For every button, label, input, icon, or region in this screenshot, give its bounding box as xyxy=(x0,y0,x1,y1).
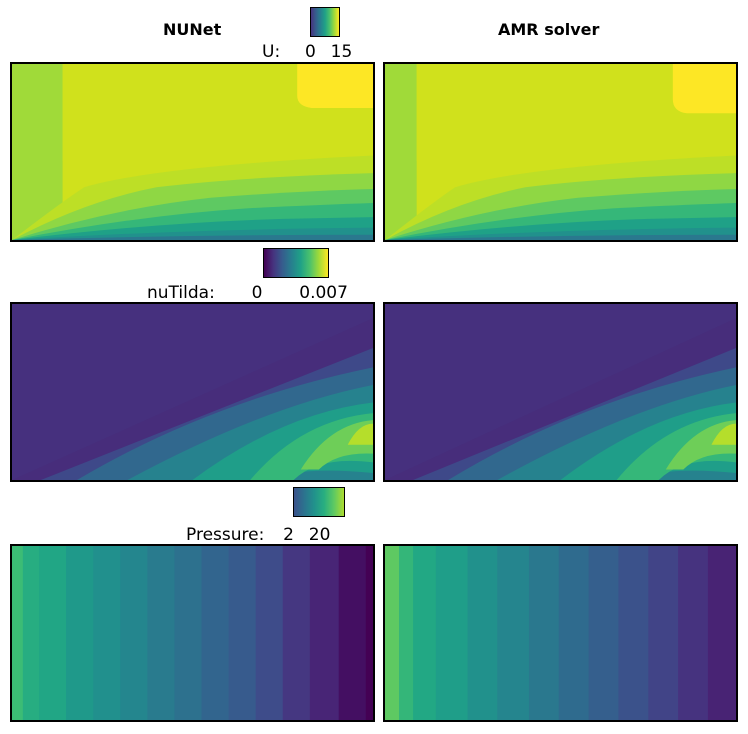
pressure-band xyxy=(255,546,284,720)
panel-nutilda-amr xyxy=(383,302,738,482)
panel-pressure-nunet xyxy=(10,544,375,722)
pressure-band xyxy=(201,546,230,720)
colorbar-pressure-max: 20 xyxy=(308,525,331,545)
contour-u-amr xyxy=(385,64,736,240)
pressure-band xyxy=(497,546,530,720)
colorbar-pressure xyxy=(293,487,345,517)
pressure-band xyxy=(147,546,176,720)
pressure-band xyxy=(435,546,469,720)
pressure-band xyxy=(385,546,401,720)
panel-pressure-amr xyxy=(383,544,738,722)
pressure-band xyxy=(66,546,95,720)
pressure-band xyxy=(413,546,437,720)
pressure-band xyxy=(558,546,590,720)
pressure-band xyxy=(93,546,122,720)
pressure-band xyxy=(174,546,203,720)
header-amr-solver: AMR solver xyxy=(498,20,600,39)
colorbar-u-title: U: xyxy=(262,42,281,62)
pressure-band xyxy=(618,546,650,720)
pressure-band xyxy=(365,546,373,720)
pressure-band xyxy=(228,546,257,720)
pressure-band xyxy=(707,546,736,720)
colorbar-u xyxy=(310,7,340,37)
pressure-band xyxy=(399,546,415,720)
panel-nutilda-nunet xyxy=(10,302,375,482)
colorbar-nutilda xyxy=(263,248,329,278)
pressure-band xyxy=(39,546,68,720)
colorbar-nutilda-min: 0 xyxy=(251,283,263,303)
colorbar-u-min: 0 xyxy=(304,42,316,62)
colorbar-nutilda-max: 0.007 xyxy=(299,283,348,303)
colorbar-nutilda-title: nuTilda: xyxy=(147,283,215,303)
contour-nutilda-amr xyxy=(385,304,736,480)
header-nunet: NUNet xyxy=(163,20,222,39)
contour-pressure-nunet xyxy=(12,546,373,720)
pressure-band xyxy=(12,546,24,720)
colorbar-u-label: U: 0 15 xyxy=(262,42,352,62)
contour-u-nunet xyxy=(12,64,373,240)
pressure-band xyxy=(528,546,560,720)
colorbar-pressure-label: Pressure: 2 20 xyxy=(186,525,330,545)
pressure-band xyxy=(648,546,680,720)
pressure-band xyxy=(282,546,311,720)
contour-nutilda-nunet xyxy=(12,304,373,480)
pressure-band xyxy=(22,546,41,720)
colorbar-nutilda-label: nuTilda: 0 0.007 xyxy=(147,283,348,303)
pressure-band xyxy=(678,546,709,720)
colorbar-pressure-title: Pressure: xyxy=(186,525,265,545)
pressure-band xyxy=(588,546,620,720)
colorbar-u-max: 15 xyxy=(330,42,353,62)
panel-u-amr xyxy=(383,62,738,242)
panel-u-nunet xyxy=(10,62,375,242)
colorbar-pressure-min: 2 xyxy=(283,525,294,545)
contour-pressure-amr xyxy=(385,546,736,720)
pressure-band xyxy=(309,546,340,720)
pressure-band xyxy=(467,546,499,720)
pressure-band xyxy=(120,546,149,720)
pressure-band xyxy=(338,546,367,720)
